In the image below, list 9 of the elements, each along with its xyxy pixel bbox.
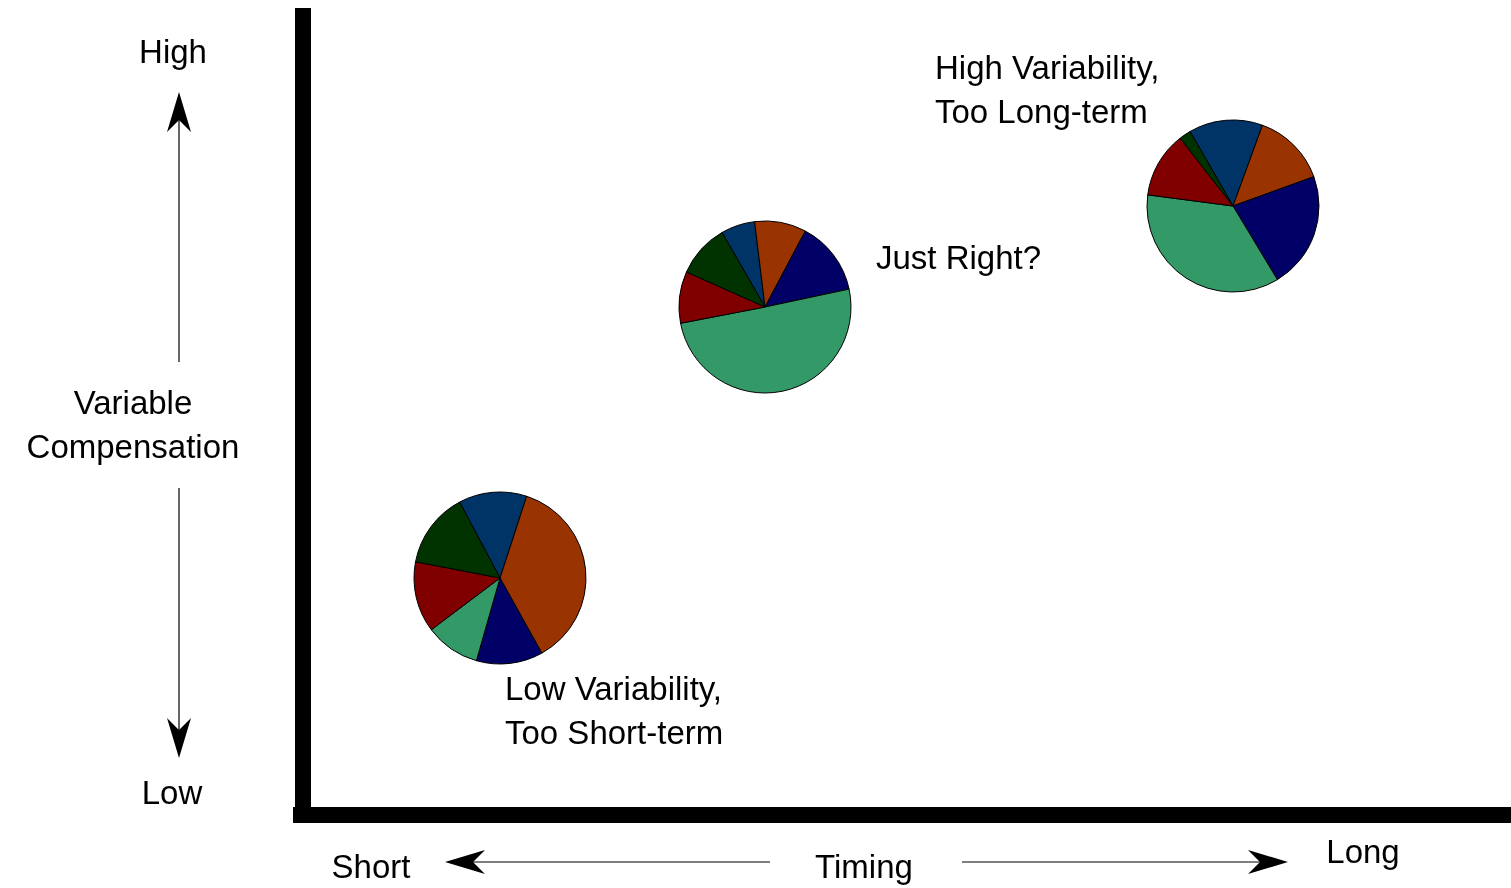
text: Short — [330, 847, 412, 887]
text: Timing — [814, 847, 914, 887]
text: Just Right? — [876, 238, 1043, 278]
text: Low Variability, Too Short-term — [505, 669, 725, 753]
text: High — [138, 32, 208, 72]
text: Low — [140, 773, 204, 813]
text: Long — [1325, 832, 1401, 872]
text: Variable Compensation — [25, 383, 241, 467]
chart-title: High Variability, Too Long-term — [935, 48, 1161, 132]
